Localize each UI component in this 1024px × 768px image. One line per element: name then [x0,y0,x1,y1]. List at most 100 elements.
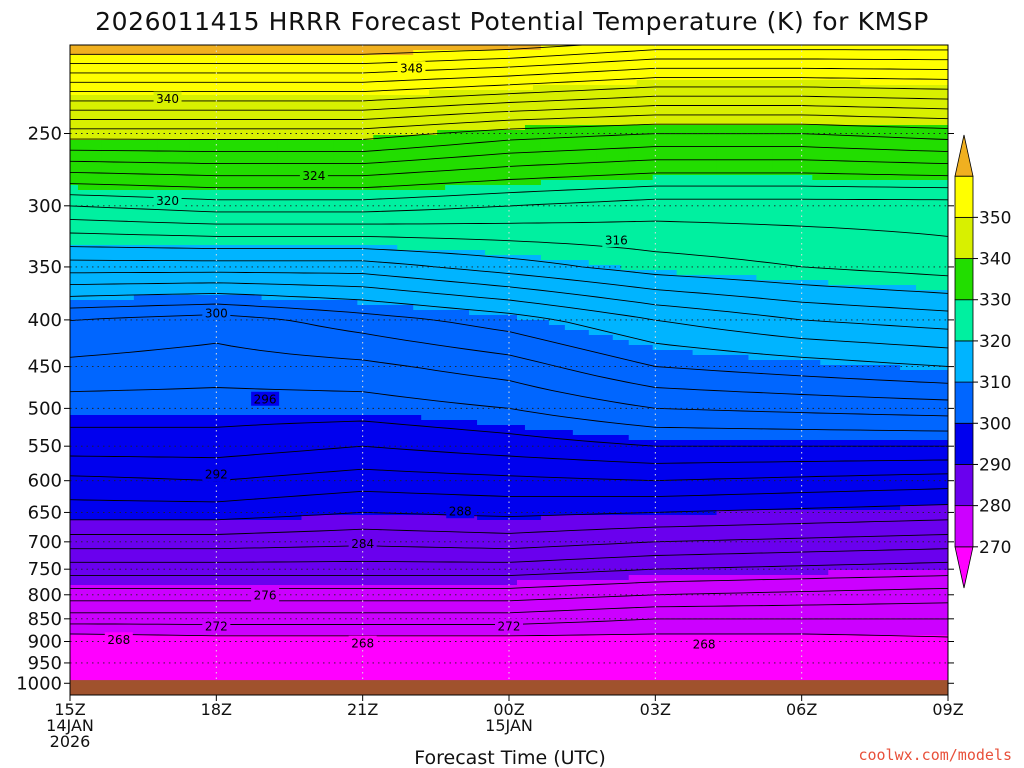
field-cell [509,170,518,176]
field-cell [141,120,151,126]
field-cell [556,190,566,196]
field-cell [524,110,534,116]
field-cell [461,115,470,121]
field-cell [349,65,358,71]
field-cell [556,85,566,91]
field-cell [596,80,606,86]
field-cell [812,145,821,151]
field-cell [221,210,231,216]
field-cell [924,70,933,76]
field-cell [596,125,606,131]
field-cell [796,150,805,156]
field-cell [229,195,239,201]
field-cell [604,210,614,216]
field-cell [125,125,135,131]
field-cell [125,55,135,61]
field-cell [860,165,869,171]
field-cell [580,100,590,106]
field-cell [293,170,303,176]
field-cell [397,110,406,116]
field-cell [421,75,430,81]
field-cell [772,95,781,101]
field-cell [780,230,789,236]
field-cell [884,205,893,211]
field-cell [612,70,622,76]
field-cell [788,105,797,111]
field-cell [564,45,574,51]
field-cell [109,125,119,131]
field-cell [213,115,223,121]
field-cell [389,180,398,186]
field-cell [261,115,271,121]
field-cell [165,250,175,256]
field-cell [596,160,606,166]
field-cell [540,210,550,216]
field-cell [764,240,773,246]
field-cell [924,155,933,161]
field-cell [245,105,255,111]
field-cell [764,45,773,51]
field-cell [780,100,789,106]
field-cell [556,155,566,161]
field-cell [668,240,678,246]
field-cell [429,200,438,206]
field-cell [596,235,606,241]
field-cell [93,230,103,236]
field-cell [580,95,590,101]
field-cell [604,170,614,176]
field-cell [564,180,574,186]
field-cell [724,155,734,161]
field-cell [780,195,789,201]
field-cell [389,145,398,151]
field-cell [516,155,526,161]
field-cell [532,130,542,136]
field-cell [157,50,167,56]
field-cell [780,50,789,56]
field-cell [493,260,502,266]
field-cell [173,155,183,161]
field-cell [70,190,79,196]
field-cell [668,175,678,181]
field-cell [540,180,550,186]
field-cell [668,120,678,126]
field-cell [349,80,358,86]
field-cell [516,110,526,116]
field-cell [604,180,614,186]
field-cell [900,150,909,156]
field-cell [684,250,694,256]
field-cell [125,90,135,96]
field-cell [588,45,598,51]
field-cell [692,55,702,61]
field-cell [453,135,462,141]
field-cell [413,195,422,201]
field-cell [341,130,350,136]
field-cell [317,195,327,201]
field-cell [509,235,518,241]
field-cell [469,120,478,126]
field-cell [85,150,95,156]
field-cell [892,140,901,146]
field-cell [381,150,390,156]
field-cell [117,245,127,251]
field-cell [389,120,398,126]
field-cell [381,50,390,56]
field-cell [437,145,446,151]
field-cell [70,260,79,266]
field-cell [628,90,638,96]
field-cell [173,230,183,236]
field-cell [924,250,933,256]
field-cell [612,85,622,91]
field-cell [461,255,470,261]
field-cell [932,165,941,171]
field-cell [540,235,550,241]
field-cell [93,80,103,86]
field-cell [245,155,255,161]
field-cell [261,85,271,91]
field-cell [884,115,893,121]
field-cell [676,195,686,201]
field-cell [676,250,686,256]
field-cell [644,120,654,126]
field-cell [884,225,893,231]
field-cell [572,240,582,246]
field-cell [141,80,151,86]
